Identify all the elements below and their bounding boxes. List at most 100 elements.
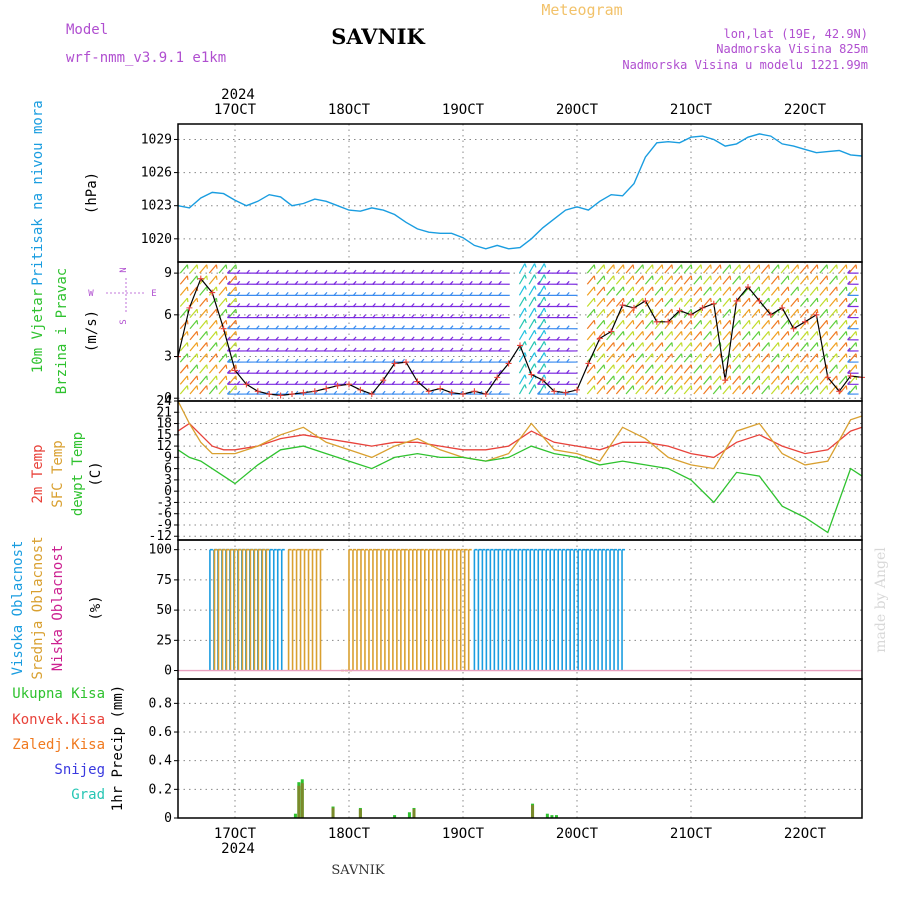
wind-barb-tick <box>323 291 328 296</box>
wind-barb-tick <box>729 331 732 336</box>
wind-gust-marker <box>539 377 546 384</box>
wind-barb-tick <box>411 280 415 285</box>
wind-barb-tick <box>333 369 338 374</box>
wind-barb-tick <box>787 353 790 358</box>
wind-barb-tick <box>710 342 712 347</box>
wind-barb <box>809 385 818 395</box>
wind-barb <box>635 264 644 274</box>
wind-barb-tick <box>797 331 799 336</box>
wind-barb-tick <box>343 369 347 374</box>
wind-barb-tick <box>537 358 541 363</box>
wind-barb <box>199 375 208 385</box>
wind-barb-tick <box>729 309 732 314</box>
wind-barb-tick <box>275 358 279 363</box>
wind-barb-tick <box>593 320 596 325</box>
wind-barb <box>218 342 227 352</box>
wind-barb-tick <box>534 274 537 279</box>
wind-barb <box>683 385 692 395</box>
wind-barb-tick <box>816 286 819 291</box>
wind-barb-tick <box>566 325 570 330</box>
wind-barb <box>654 353 663 363</box>
wind-barb-tick <box>739 385 741 390</box>
wind-barb-tick <box>622 320 625 325</box>
wind-gust-marker <box>437 385 444 392</box>
wind-barb-tick <box>294 292 299 296</box>
wind-barb-tick <box>719 364 722 369</box>
wind-barb-tick <box>768 286 770 291</box>
wind-barb-tick <box>632 264 635 269</box>
y-tick-label-p3: 0 <box>164 484 172 499</box>
wind-barb-tick <box>225 375 228 380</box>
wind-barb-tick <box>700 264 703 269</box>
wind-barb <box>518 341 526 352</box>
wind-barb <box>586 275 595 285</box>
wind-barb-tick <box>196 385 199 390</box>
wind-barb-tick <box>411 269 415 274</box>
wind-barb-tick <box>440 291 444 296</box>
wind-barb-tick <box>440 347 444 352</box>
wind-barb-tick <box>787 286 790 291</box>
wind-barb-tick <box>459 314 464 318</box>
wind-barb <box>722 297 731 307</box>
wind-barb-tick <box>806 286 809 291</box>
precip-bar <box>393 815 397 818</box>
wind-barb-tick <box>556 269 560 274</box>
wind-barb-tick <box>469 369 473 374</box>
wind-barb <box>518 330 526 341</box>
wind-barb <box>770 286 779 296</box>
wind-barb-tick <box>314 291 318 296</box>
wind-barb-tick <box>632 375 635 380</box>
wind-barb <box>722 342 731 352</box>
wind-barb-tick <box>343 280 347 285</box>
wind-barb <box>586 319 595 330</box>
wind-barb-tick <box>343 336 347 341</box>
pressure-axis-label: Pritisak na nivou mora <box>30 100 46 285</box>
wind-barb-tick <box>622 298 625 303</box>
wind-barb <box>596 353 605 363</box>
wind-barb-tick <box>651 331 654 336</box>
wind-barb <box>179 297 188 307</box>
wind-barb-tick <box>333 291 338 296</box>
panel-frame-2 <box>177 400 863 541</box>
wind-gust-marker <box>300 389 307 396</box>
compass-cross <box>106 278 146 314</box>
wind-barb-tick <box>275 280 279 285</box>
wind-barb-tick <box>534 330 537 335</box>
wind-barb-tick <box>700 275 703 280</box>
wind-barb <box>606 297 615 307</box>
wind-barb-tick <box>449 269 454 274</box>
wind-barb-tick <box>226 280 231 285</box>
wind-barb-tick <box>777 342 780 347</box>
wind-barb-tick <box>206 286 208 291</box>
wind-barb-tick <box>285 369 289 374</box>
wind-barb-tick <box>603 385 606 390</box>
wind-barb-tick <box>235 353 237 358</box>
wind-barb <box>199 364 208 374</box>
wind-barb <box>848 297 857 307</box>
wind-barb-tick <box>680 375 683 380</box>
wind-barb-tick <box>459 292 464 296</box>
wind-barb-tick <box>729 264 732 269</box>
wind-barb <box>799 364 808 374</box>
wind-barb-tick <box>661 364 664 369</box>
wind-barb-tick <box>534 296 537 301</box>
wind-unit-label: (m/s) <box>84 310 100 352</box>
wind-gust-marker <box>220 325 227 332</box>
wind-barb-tick <box>543 274 547 279</box>
wind-barb <box>625 286 634 296</box>
wind-barb-tick <box>333 347 338 352</box>
wind-barb-tick <box>787 342 790 347</box>
wind-barb-tick <box>323 358 328 363</box>
wind-gust-marker <box>243 381 250 388</box>
wind-barb-tick <box>816 364 819 369</box>
wind-barb-tick <box>430 325 435 330</box>
wind-barb-tick <box>651 364 654 369</box>
wind-barb-tick <box>294 314 299 318</box>
wind-barb-tick <box>236 291 241 296</box>
wind-barb-tick <box>411 336 415 341</box>
wind-barb-tick <box>362 269 367 274</box>
wind-barb-tick <box>246 336 250 341</box>
wind-barb-tick <box>758 375 761 380</box>
wind-barb-tick <box>382 369 386 374</box>
wind-barb-tick <box>768 264 770 269</box>
